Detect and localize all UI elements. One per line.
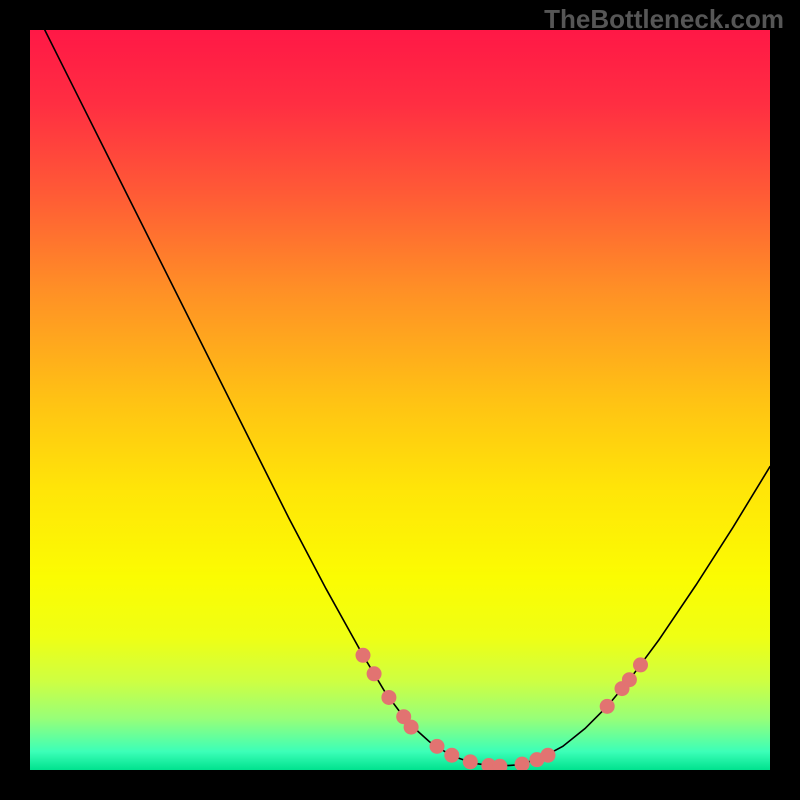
data-marker	[444, 748, 459, 763]
data-marker	[622, 672, 637, 687]
watermark: TheBottleneck.com	[544, 4, 784, 35]
plot-area	[30, 30, 770, 770]
data-marker	[600, 699, 615, 714]
plot-background	[30, 30, 770, 770]
data-marker	[381, 690, 396, 705]
data-marker	[463, 754, 478, 769]
data-marker	[633, 657, 648, 672]
data-marker	[541, 748, 556, 763]
data-marker	[404, 720, 419, 735]
data-marker	[367, 666, 382, 681]
chart-container: TheBottleneck.com	[0, 0, 800, 800]
data-marker	[430, 739, 445, 754]
data-marker	[356, 648, 371, 663]
